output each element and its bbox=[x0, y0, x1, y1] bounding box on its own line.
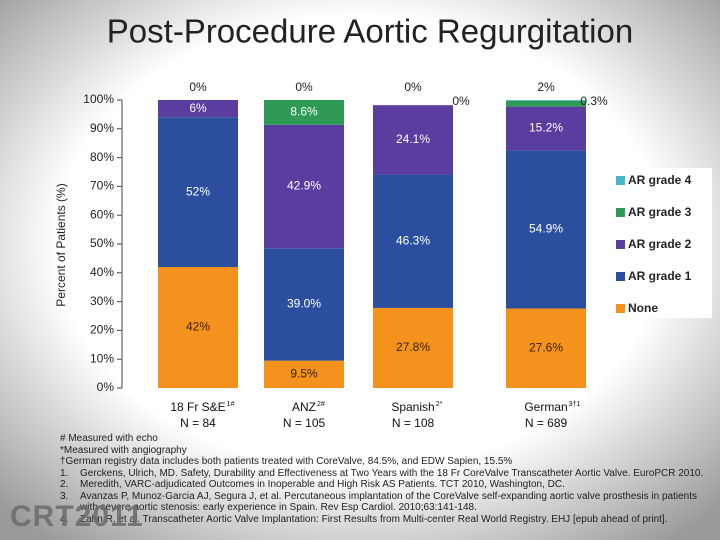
reference-text: Zahn R, et al. Transcatheter Aortic Valv… bbox=[80, 513, 668, 525]
y-tick-label: 60% bbox=[90, 207, 114, 221]
y-tick-label: 30% bbox=[90, 294, 114, 308]
x-tick-count: N = 105 bbox=[283, 416, 326, 430]
legend-box bbox=[612, 168, 712, 318]
bar-segment bbox=[506, 150, 586, 309]
legend-swatch bbox=[616, 208, 625, 217]
legend-label: AR grade 1 bbox=[628, 269, 692, 283]
data-label: 52% bbox=[186, 184, 210, 198]
y-tick-label: 50% bbox=[90, 236, 114, 250]
data-label: 9.5% bbox=[290, 366, 318, 380]
bar-segment bbox=[373, 307, 453, 388]
legend-swatch bbox=[616, 240, 625, 249]
y-axis-title: Percent of Patients (%) bbox=[54, 183, 68, 306]
bar-segment bbox=[158, 117, 238, 268]
bar-segment bbox=[158, 267, 238, 388]
data-label: 42.9% bbox=[287, 179, 321, 193]
bar-segment bbox=[506, 100, 586, 107]
data-label: 2% bbox=[537, 80, 555, 94]
x-tick-label: Spanish bbox=[391, 400, 434, 414]
reference-number: 2. bbox=[60, 479, 69, 490]
legend-label: AR grade 4 bbox=[628, 173, 692, 187]
x-tick-label: German bbox=[524, 400, 567, 414]
y-tick-label: 40% bbox=[90, 265, 114, 279]
bar-segment bbox=[264, 100, 344, 125]
data-label: 27.8% bbox=[396, 340, 430, 354]
bar-segment bbox=[158, 100, 238, 118]
data-label: 42% bbox=[186, 320, 210, 334]
data-label: 24.1% bbox=[396, 132, 430, 146]
y-tick-label: 0% bbox=[97, 380, 115, 394]
bar-segment bbox=[506, 100, 586, 101]
reference-number: 3. bbox=[60, 490, 69, 502]
reference: 4. Zahn R, et al. Transcatheter Aortic Va… bbox=[60, 514, 710, 526]
x-tick-count: N = 108 bbox=[392, 416, 435, 430]
footnote: # Measured with echo bbox=[60, 433, 158, 444]
x-tick-note: 1# bbox=[227, 401, 235, 408]
data-label: 46.3% bbox=[396, 233, 430, 247]
footnotes: # Measured with echo *Measured with angi… bbox=[60, 433, 710, 525]
legend-swatch bbox=[616, 176, 625, 185]
y-tick-label: 70% bbox=[90, 179, 114, 193]
legend-label: AR grade 3 bbox=[628, 205, 692, 219]
y-tick-label: 10% bbox=[90, 351, 114, 365]
y-tick-label: 90% bbox=[90, 121, 114, 135]
legend-swatch bbox=[616, 272, 625, 281]
data-label: 27.6% bbox=[529, 340, 563, 354]
x-tick-note: 3†1 bbox=[569, 401, 581, 408]
reference-text: Avanzas P, Munoz-Garcia AJ, Segura J, et… bbox=[80, 490, 698, 514]
x-tick-label: ANZ bbox=[292, 400, 316, 414]
reference: 2. Meredith, VARC-adjudicated Outcomes in… bbox=[60, 479, 710, 491]
footnote: †German registry data includes both pati… bbox=[60, 456, 513, 467]
chart-title: Post-Procedure Aortic Regurgitation bbox=[107, 13, 633, 50]
data-label: 8.6% bbox=[290, 105, 318, 119]
y-tick-label: 100% bbox=[83, 92, 114, 106]
data-label: 0% bbox=[404, 80, 422, 94]
y-tick-label: 20% bbox=[90, 323, 114, 337]
legend-swatch bbox=[616, 304, 625, 313]
bar-segment bbox=[264, 360, 344, 388]
bar-segment bbox=[264, 248, 344, 361]
data-label: 54.9% bbox=[529, 222, 563, 236]
data-label: 39.0% bbox=[287, 297, 321, 311]
bar-segment bbox=[506, 106, 586, 151]
y-tick-label: 80% bbox=[90, 150, 114, 164]
reference-number: 4. bbox=[60, 513, 69, 525]
x-tick-label: 18 Fr S&E bbox=[170, 400, 225, 414]
reference-text: Meredith, VARC-adjudicated Outcomes in I… bbox=[80, 479, 565, 490]
bar-segment bbox=[373, 105, 453, 175]
reference: 3. Avanzas P, Munoz-Garcia AJ, Segura J, … bbox=[60, 491, 710, 514]
data-label: 0% bbox=[452, 94, 470, 108]
x-tick-count: N = 84 bbox=[180, 416, 216, 430]
bar-segment bbox=[264, 124, 344, 249]
legend-label: AR grade 2 bbox=[628, 237, 692, 251]
data-label: 0% bbox=[189, 80, 207, 94]
data-label: 15.2% bbox=[529, 121, 563, 135]
reference-number: 1. bbox=[60, 467, 69, 479]
bar-segment bbox=[506, 308, 586, 388]
x-tick-note: 2# bbox=[317, 401, 325, 408]
reference: 1. Gerckens, Ulrich, MD. Safety, Durabili… bbox=[60, 468, 710, 480]
data-label: 0.3% bbox=[580, 94, 608, 108]
x-tick-note: 2* bbox=[436, 401, 443, 408]
data-label: 0% bbox=[295, 80, 313, 94]
bar-segment bbox=[373, 174, 453, 308]
reference-text: Gerckens, Ulrich, MD. Safety, Durability… bbox=[80, 467, 704, 479]
legend-label: None bbox=[628, 301, 658, 315]
footnote: *Measured with angiography bbox=[60, 444, 187, 456]
data-label: 6% bbox=[189, 101, 207, 115]
logo: CRT2011 bbox=[10, 500, 144, 533]
x-tick-count: N = 689 bbox=[525, 416, 568, 430]
